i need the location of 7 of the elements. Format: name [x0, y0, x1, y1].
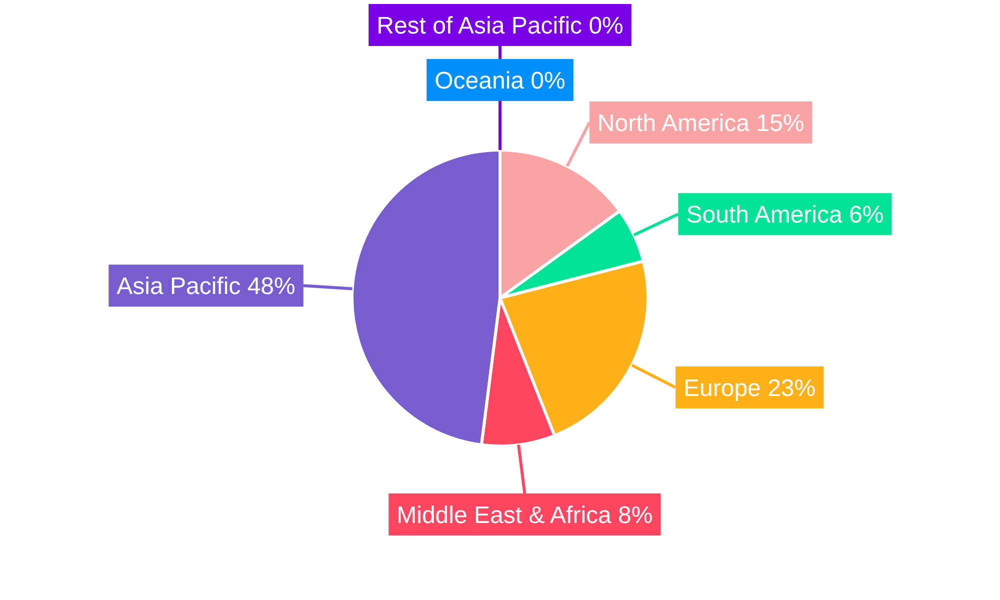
slice-label: South America 6%: [686, 202, 884, 229]
slice-label: Middle East & Africa 8%: [396, 502, 653, 529]
legend-label: Oceania 0%: [434, 67, 566, 94]
slice-label: North America 15%: [597, 110, 804, 137]
slice-label: Asia Pacific 48%: [116, 273, 296, 300]
slice-label: Europe 23%: [684, 374, 816, 402]
category-label: Rest of Asia Pacific 0%: [376, 12, 624, 40]
